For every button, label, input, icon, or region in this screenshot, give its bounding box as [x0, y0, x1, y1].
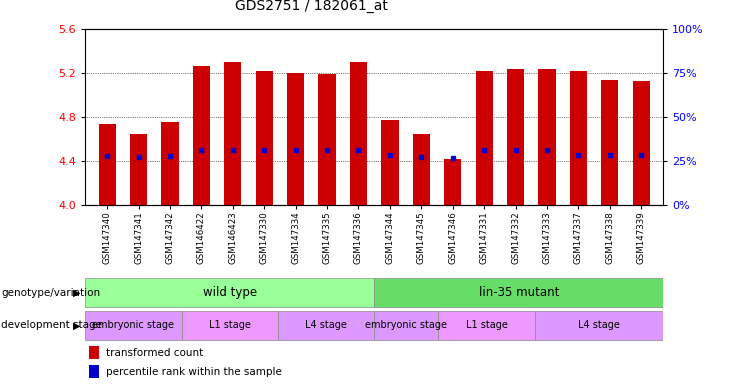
Text: transformed count: transformed count — [106, 348, 203, 358]
Bar — [439, 311, 535, 340]
Bar — [256, 71, 273, 205]
Bar — [507, 68, 524, 205]
Text: lin-35 mutant: lin-35 mutant — [479, 286, 559, 299]
Bar — [570, 71, 587, 205]
Bar — [538, 68, 556, 205]
Bar — [374, 311, 439, 340]
Bar — [382, 121, 399, 205]
Text: L4 stage: L4 stage — [305, 320, 347, 331]
Text: genotype/variation: genotype/variation — [1, 288, 101, 298]
Text: L4 stage: L4 stage — [578, 320, 620, 331]
Bar — [130, 134, 147, 205]
Bar — [287, 73, 305, 205]
Text: ▶: ▶ — [73, 320, 80, 331]
Text: L1 stage: L1 stage — [209, 320, 250, 331]
Text: development stage: development stage — [1, 320, 102, 331]
Bar — [476, 71, 493, 205]
Bar — [225, 62, 242, 205]
Bar — [89, 365, 99, 378]
Text: wild type: wild type — [202, 286, 257, 299]
Bar — [193, 66, 210, 205]
Text: embryonic stage: embryonic stage — [93, 320, 174, 331]
Bar — [633, 81, 650, 205]
Bar — [99, 124, 116, 205]
Bar — [535, 311, 663, 340]
Bar — [162, 121, 179, 205]
Bar — [89, 346, 99, 359]
Bar — [413, 134, 430, 205]
Bar — [374, 278, 663, 308]
Bar — [444, 159, 462, 205]
Text: ▶: ▶ — [73, 288, 80, 298]
Text: L1 stage: L1 stage — [465, 320, 508, 331]
Bar — [601, 79, 619, 205]
Text: percentile rank within the sample: percentile rank within the sample — [106, 367, 282, 377]
Bar — [278, 311, 374, 340]
Text: GDS2751 / 182061_at: GDS2751 / 182061_at — [235, 0, 388, 13]
Bar — [85, 278, 374, 308]
Bar — [182, 311, 278, 340]
Text: embryonic stage: embryonic stage — [365, 320, 448, 331]
Bar — [85, 311, 182, 340]
Bar — [319, 74, 336, 205]
Bar — [350, 62, 367, 205]
